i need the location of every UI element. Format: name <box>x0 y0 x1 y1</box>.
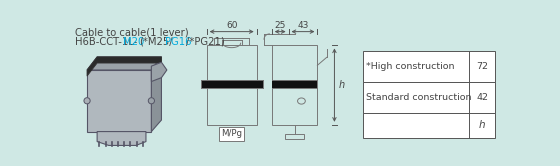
Polygon shape <box>97 132 146 145</box>
Bar <box>272 80 318 88</box>
Text: /*PG21): /*PG21) <box>186 37 225 47</box>
Polygon shape <box>87 57 161 76</box>
Bar <box>363 51 495 82</box>
Text: Cable to cable(1 lever): Cable to cable(1 lever) <box>74 28 188 38</box>
Text: (*M25/: (*M25/ <box>139 37 173 47</box>
Bar <box>286 134 304 139</box>
Text: 42: 42 <box>477 93 488 102</box>
Bar <box>272 45 318 125</box>
Bar <box>200 80 263 88</box>
Text: h: h <box>479 120 486 130</box>
Polygon shape <box>151 57 161 132</box>
Bar <box>363 82 495 113</box>
Bar <box>363 113 495 137</box>
Text: PG16: PG16 <box>165 37 192 47</box>
Text: 25: 25 <box>274 21 286 30</box>
Text: *High construction: *High construction <box>366 62 455 71</box>
Polygon shape <box>87 57 161 70</box>
Text: M/Pg: M/Pg <box>221 129 242 138</box>
Bar <box>207 45 256 125</box>
Circle shape <box>84 98 90 104</box>
Text: M20: M20 <box>123 37 144 47</box>
Polygon shape <box>87 70 151 132</box>
Text: h: h <box>338 80 344 90</box>
Circle shape <box>148 98 155 104</box>
Text: 43: 43 <box>297 21 309 30</box>
Polygon shape <box>151 62 167 82</box>
Text: 72: 72 <box>477 62 488 71</box>
Text: Standard construction: Standard construction <box>366 93 472 102</box>
Text: H6B-CCT-1L-: H6B-CCT-1L- <box>74 37 137 47</box>
Text: 60: 60 <box>226 21 237 30</box>
